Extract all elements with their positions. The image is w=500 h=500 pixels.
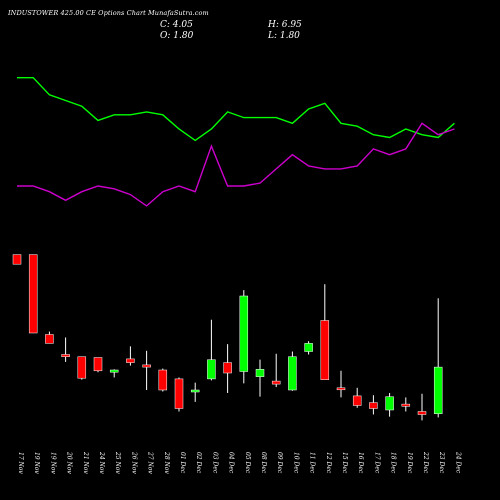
candle-body-8 [126, 358, 135, 363]
candle-body-9 [142, 364, 151, 368]
x-tick-label-6: 24 Nov [98, 451, 105, 474]
indicator-line-1 [17, 76, 455, 142]
candle-body-26 [417, 411, 427, 415]
x-tick-label-8: 26 Nov [130, 451, 137, 474]
x-tick-label-28: 24 Dec [454, 451, 461, 474]
candle-body-3 [45, 334, 54, 344]
x-tick-label-1: 17 Nov [17, 452, 24, 474]
candle-body-15 [239, 295, 249, 372]
indicator-line-2 [17, 122, 455, 207]
candle-body-24 [385, 396, 394, 411]
candle-body-10 [158, 369, 168, 391]
x-tick-label-23: 17 Dec [373, 452, 380, 474]
candle-body-22 [352, 395, 362, 406]
x-tick-label-7: 25 Nov [114, 451, 121, 474]
x-tick-label-21: 15 Dec [341, 452, 348, 474]
candle-body-1 [12, 254, 22, 265]
candle-body-27 [433, 366, 443, 414]
candle-body-20 [320, 320, 330, 380]
high-value: H: 6.95 [268, 20, 302, 30]
x-tick-label-18: 10 Dec [292, 452, 299, 474]
x-tick-label-11: 01 Dec [179, 452, 186, 474]
x-tick-label-9: 27 Nov [147, 451, 154, 474]
candle-body-18 [288, 356, 297, 391]
x-tick-label-17: 09 Dec [276, 452, 283, 474]
candle-body-2 [28, 254, 38, 334]
x-tick-label-3: 19 Nov [49, 452, 56, 474]
candle-body-11 [174, 378, 184, 409]
candle-body-25 [401, 403, 411, 407]
candle-body-16 [255, 369, 265, 377]
candle-body-23 [369, 402, 378, 409]
open-value: O: 1.80 [160, 31, 194, 41]
x-tick-label-4: 20 Nov [66, 451, 73, 474]
x-tick-label-22: 16 Dec [357, 452, 364, 474]
x-tick-label-26: 22 Dec [422, 451, 429, 474]
candle-body-19 [304, 343, 313, 352]
x-tick-label-24: 18 Dec [390, 452, 397, 474]
x-tick-label-12: 02 Dec [195, 452, 202, 474]
candle-body-12 [190, 389, 200, 393]
x-tick-label-10: 28 Nov [163, 451, 170, 474]
x-tick-label-20: 12 Dec [325, 452, 332, 474]
x-tick-label-15: 05 Dec [244, 452, 251, 474]
x-tick-label-5: 21 Nov [82, 451, 89, 474]
x-tick-label-27: 23 Dec [438, 451, 445, 474]
candle-body-17 [271, 380, 281, 385]
candle-body-4 [61, 354, 70, 357]
candle-body-5 [77, 356, 87, 379]
close-value: C: 4.05 [160, 20, 193, 30]
candle-body-7 [109, 369, 119, 373]
x-tick-label-25: 19 Dec [406, 452, 413, 474]
low-value: L: 1.80 [268, 31, 300, 41]
candle-body-6 [93, 357, 103, 372]
candle-body-21 [336, 387, 346, 391]
x-tick-label-16: 08 Dec [260, 452, 267, 474]
chart-title: INDUSTOWER 425.00 CE Options Chart Munaf… [8, 9, 209, 17]
x-tick-label-2: 19 Nov [33, 452, 40, 474]
x-tick-label-14: 04 Dec [228, 452, 235, 474]
x-tick-label-13: 03 Dec [211, 452, 218, 474]
x-tick-label-19: 11 Dec [309, 452, 316, 474]
candle-body-14 [223, 362, 232, 374]
candle-body-13 [207, 359, 216, 380]
